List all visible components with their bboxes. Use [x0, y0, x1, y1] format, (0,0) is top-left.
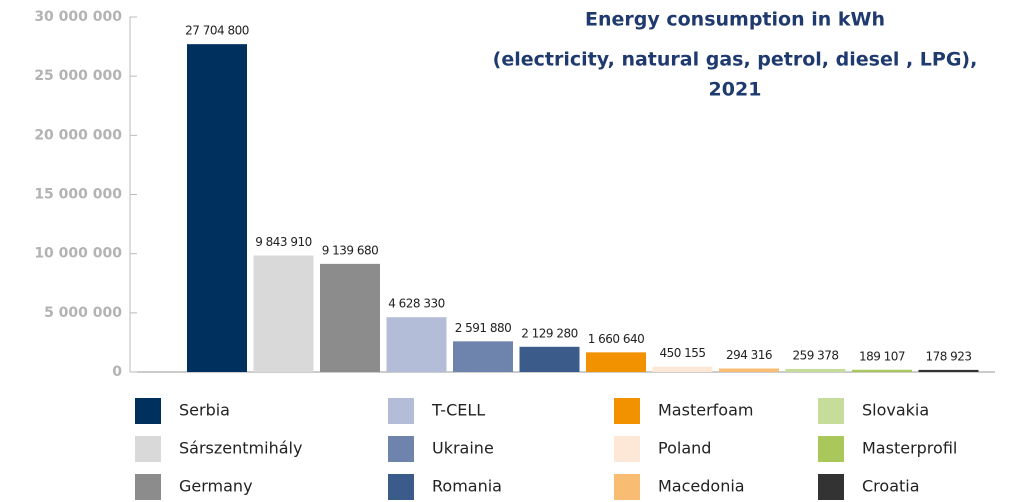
legend-swatch: [135, 436, 161, 462]
bar: [586, 352, 646, 372]
legend-swatch: [818, 474, 844, 500]
legend-label: Sárszentmihály: [179, 439, 302, 458]
value-label: 1 660 640: [588, 332, 645, 346]
y-tick-label: 20 000 000: [34, 127, 122, 143]
y-tick-label: 0: [112, 364, 122, 380]
y-tick-label: 15 000 000: [34, 187, 122, 203]
bar: [785, 368, 846, 372]
value-label: 189 107: [859, 349, 905, 363]
legend-label: Macedonia: [658, 477, 745, 496]
legend-label: Croatia: [862, 477, 920, 496]
value-label: 9 139 680: [322, 243, 379, 257]
legend-label: Slovakia: [862, 401, 929, 420]
value-label: 2 591 880: [455, 321, 512, 335]
chart-title: (electricity, natural gas, petrol, diese…: [493, 49, 978, 71]
legend-swatch: [135, 398, 161, 424]
value-label: 2 129 280: [521, 326, 578, 340]
legend-label: Germany: [179, 477, 253, 496]
y-tick-label: 25 000 000: [34, 68, 122, 84]
value-label: 294 316: [726, 348, 772, 362]
value-label: 4 628 330: [388, 297, 445, 311]
legend-swatch: [388, 474, 414, 500]
bar: [187, 44, 247, 373]
legend-swatch: [614, 436, 640, 462]
bar: [652, 366, 713, 372]
value-label: 27 704 800: [185, 24, 249, 38]
value-label: 178 923: [925, 349, 971, 363]
chart-title: 2021: [709, 79, 762, 101]
bar: [253, 255, 314, 372]
legend-swatch: [388, 398, 414, 424]
bar: [719, 368, 779, 372]
legend-label: Serbia: [179, 401, 230, 420]
y-tick-label: 5 000 000: [44, 305, 122, 321]
legend-label: Masterprofil: [862, 439, 957, 458]
legend-label: Poland: [658, 439, 711, 458]
bar: [320, 263, 380, 372]
legend-swatch: [614, 474, 640, 500]
y-tick-label: 10 000 000: [34, 246, 122, 262]
value-label: 259 378: [792, 348, 838, 362]
bar: [386, 317, 447, 372]
legend-label: Romania: [432, 477, 502, 496]
legend-swatch: [614, 398, 640, 424]
legend-label: T-CELL: [431, 401, 485, 420]
bar: [519, 346, 580, 372]
legend-swatch: [818, 398, 844, 424]
legend-swatch: [135, 474, 161, 500]
legend-label: Masterfoam: [658, 401, 753, 420]
legend-swatch: [818, 436, 844, 462]
bar: [453, 341, 513, 372]
bar: [918, 369, 979, 372]
legend-label: Ukraine: [432, 439, 494, 458]
value-label: 9 843 910: [255, 235, 312, 249]
y-tick-label: 30 000 000: [34, 9, 122, 25]
bar: [852, 369, 912, 372]
chart-title: Energy consumption in kWh: [585, 9, 885, 31]
legend-swatch: [388, 436, 414, 462]
value-label: 450 155: [659, 346, 705, 360]
